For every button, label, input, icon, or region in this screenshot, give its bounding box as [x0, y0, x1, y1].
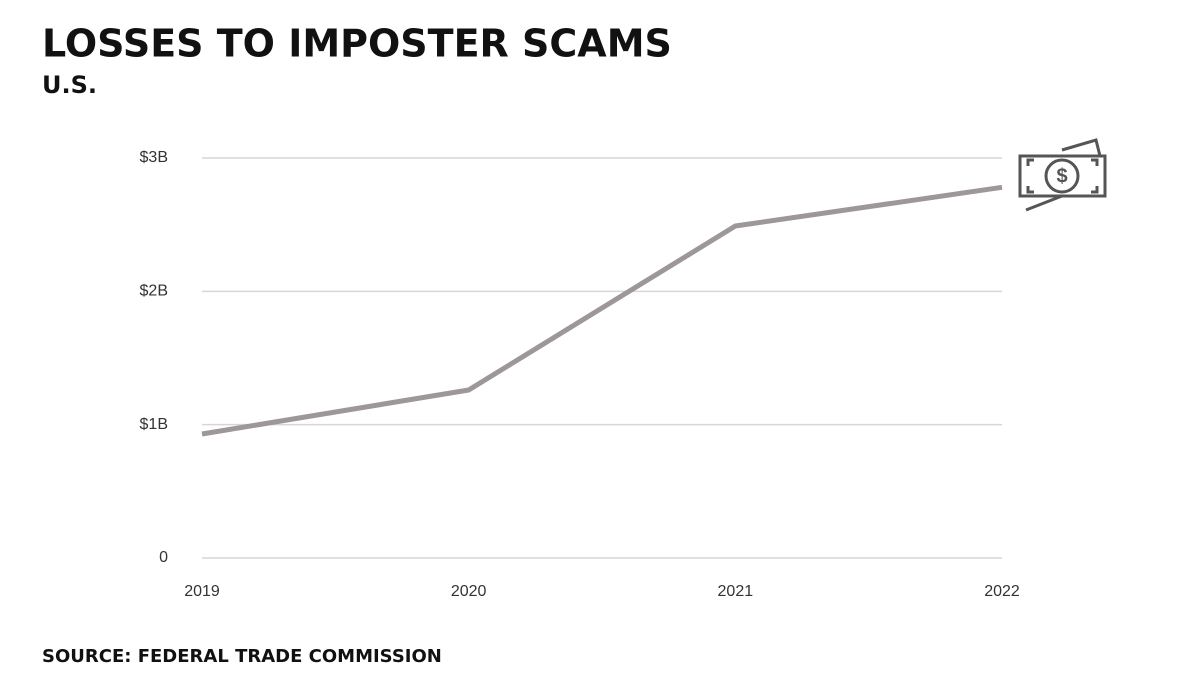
svg-text:$: $ — [1056, 165, 1067, 187]
data-line — [201, 184, 1003, 437]
x-tick-label: 2021 — [718, 583, 754, 600]
y-tick-label: 0 — [159, 549, 168, 566]
y-tick-label: $2B — [140, 283, 168, 300]
y-tick-label: $3B — [140, 149, 168, 166]
chart-subtitle: U.S. — [42, 71, 97, 99]
x-tick-label: 2022 — [984, 583, 1020, 600]
chart-title: LOSSES TO IMPOSTER SCAMS — [42, 22, 672, 66]
source: SOURCE: FEDERAL TRADE COMMISSION — [42, 646, 442, 667]
money-icon: $ — [1018, 138, 1107, 212]
x-tick-label: 2019 — [184, 583, 220, 600]
x-tick-label: 2020 — [451, 583, 487, 600]
y-tick-label: $1B — [140, 416, 168, 433]
